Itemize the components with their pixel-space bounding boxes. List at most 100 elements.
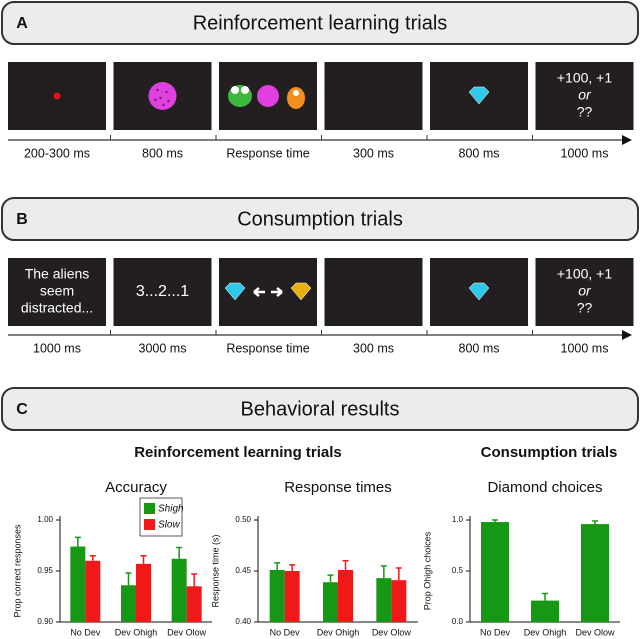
- x-tick-label: No Dev: [70, 627, 101, 637]
- diamond-icon: [468, 282, 490, 301]
- group-title: Consumption trials: [481, 444, 618, 461]
- frame-text: or: [578, 87, 592, 103]
- orange-alien: [287, 87, 305, 109]
- y-axis-label: Response time (s): [210, 534, 220, 607]
- duration: 200-300 ms: [24, 146, 90, 160]
- error-bar: [89, 554, 96, 561]
- error-bar: [542, 592, 548, 601]
- duration: 1000 ms: [561, 146, 609, 160]
- bar: [531, 600, 559, 622]
- timeline-arrow: [622, 330, 632, 340]
- y-axis-label: Prop Ohigh choices: [422, 531, 432, 610]
- bar: [269, 569, 285, 622]
- error-bar: [342, 560, 349, 570]
- bar: [338, 569, 353, 622]
- alien-eye: [231, 86, 239, 94]
- ball-dot: [156, 88, 159, 92]
- bar: [323, 582, 338, 622]
- panel-title: Consumption trials: [237, 208, 403, 230]
- frame: [535, 62, 634, 130]
- error-bar: [125, 572, 132, 586]
- bar: [70, 546, 86, 622]
- x-tick-label: Dev Olow: [372, 627, 412, 637]
- ball-dot: [162, 103, 165, 107]
- error-bar: [492, 519, 498, 523]
- x-tick-label: Dev Olow: [167, 627, 207, 637]
- legend-label: Slow: [158, 520, 180, 531]
- panel-letter: C: [16, 401, 28, 418]
- y-tick-label: 1.00: [37, 515, 53, 524]
- frame-text: seem: [40, 283, 74, 299]
- duration: Response time: [226, 146, 309, 160]
- frame-text: or: [578, 283, 592, 299]
- frame: [324, 258, 423, 326]
- frame: [324, 62, 423, 130]
- diamond-icon: [290, 282, 312, 301]
- chart-title: Response times: [284, 479, 392, 496]
- frame: [113, 258, 212, 326]
- duration: 800 ms: [459, 146, 500, 160]
- bar: [136, 563, 151, 622]
- bar: [186, 586, 202, 622]
- error-bar: [289, 564, 296, 571]
- ball-dot: [167, 99, 170, 103]
- panel-header: [1, 197, 639, 241]
- legend-swatch: [144, 503, 155, 514]
- bar: [121, 585, 136, 622]
- error-bar: [191, 573, 198, 587]
- timeline-arrow: [622, 135, 632, 145]
- panel-header: [1, 387, 639, 431]
- error-bar: [274, 562, 281, 570]
- x-tick-label: Dev Ohigh: [317, 627, 360, 637]
- panel-header: [1, 1, 639, 45]
- bar: [376, 578, 392, 622]
- duration: Response time: [226, 341, 309, 355]
- y-tick-label: 0.90: [37, 617, 53, 626]
- error-bar: [592, 520, 598, 525]
- x-tick-label: No Dev: [480, 627, 511, 637]
- error-bar: [380, 565, 387, 579]
- error-bar: [140, 554, 147, 564]
- frame-text: ??: [577, 300, 593, 316]
- duration: 300 ms: [353, 341, 394, 355]
- y-tick-label: 1.0: [452, 515, 464, 524]
- duration: 800 ms: [459, 341, 500, 355]
- frame: [8, 258, 106, 326]
- ball-dot: [165, 90, 168, 94]
- y-tick-label: 0.50: [235, 515, 251, 524]
- frame-text: ??: [577, 104, 593, 120]
- bar: [85, 560, 101, 622]
- x-tick-label: Dev Ohigh: [115, 627, 158, 637]
- duration: 1000 ms: [33, 341, 81, 355]
- red-dot: [53, 92, 61, 100]
- frame-text: 3...2...1: [136, 283, 189, 300]
- bar: [171, 558, 187, 622]
- x-tick-label: Dev Olow: [575, 627, 615, 637]
- panel-letter: A: [16, 15, 28, 32]
- alien-eye: [241, 86, 249, 94]
- chart-title: Diamond choices: [487, 479, 602, 496]
- alien-eye: [293, 90, 299, 96]
- panel-title: Behavioral results: [241, 398, 400, 420]
- frame: [535, 258, 634, 326]
- pink-ball: [148, 82, 177, 110]
- ball-dot: [159, 96, 162, 100]
- bar: [481, 522, 509, 622]
- bar: [581, 524, 609, 622]
- ball-dot: [154, 98, 157, 102]
- panel-letter: B: [16, 211, 28, 228]
- duration: 3000 ms: [139, 341, 187, 355]
- duration: 300 ms: [353, 146, 394, 160]
- y-axis-label: Prop correct responses: [12, 524, 22, 618]
- frame-text: distracted...: [21, 300, 93, 316]
- legend-label: Shigh: [158, 504, 184, 515]
- group-title: Reinforcement learning trials: [134, 444, 342, 461]
- x-tick-label: No Dev: [270, 627, 301, 637]
- duration: 800 ms: [142, 146, 183, 160]
- legend-swatch: [144, 519, 155, 530]
- y-tick-label: 0.95: [37, 566, 53, 575]
- error-bar: [395, 567, 402, 581]
- duration: 1000 ms: [561, 341, 609, 355]
- panel-title: Reinforcement learning trials: [193, 12, 448, 34]
